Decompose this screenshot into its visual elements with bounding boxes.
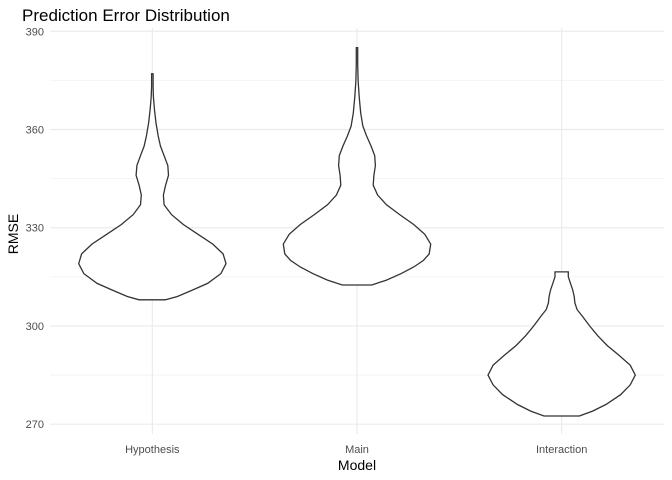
x-tick-label: Interaction: [536, 444, 587, 456]
x-tick-labels: Hypothesis Main Interaction: [125, 444, 587, 456]
y-tick-label: 360: [26, 125, 44, 137]
violin-interaction: [487, 271, 637, 417]
y-tick-label: 270: [26, 419, 44, 431]
chart-title: Prediction Error Distribution: [22, 6, 230, 25]
y-tick-labels: 270 300 330 360 390: [26, 26, 44, 431]
y-tick-label: 300: [26, 321, 44, 333]
y-axis-title: RMSE: [5, 214, 21, 254]
violin-hypothesis: [78, 73, 227, 301]
x-tick-label: Hypothesis: [125, 444, 180, 456]
y-tick-label: 390: [26, 26, 44, 38]
x-axis-title: Model: [338, 457, 376, 473]
y-tick-label: 330: [26, 223, 44, 235]
x-tick-label: Main: [345, 444, 369, 456]
violins: [78, 46, 637, 417]
violin-main: [282, 46, 432, 286]
